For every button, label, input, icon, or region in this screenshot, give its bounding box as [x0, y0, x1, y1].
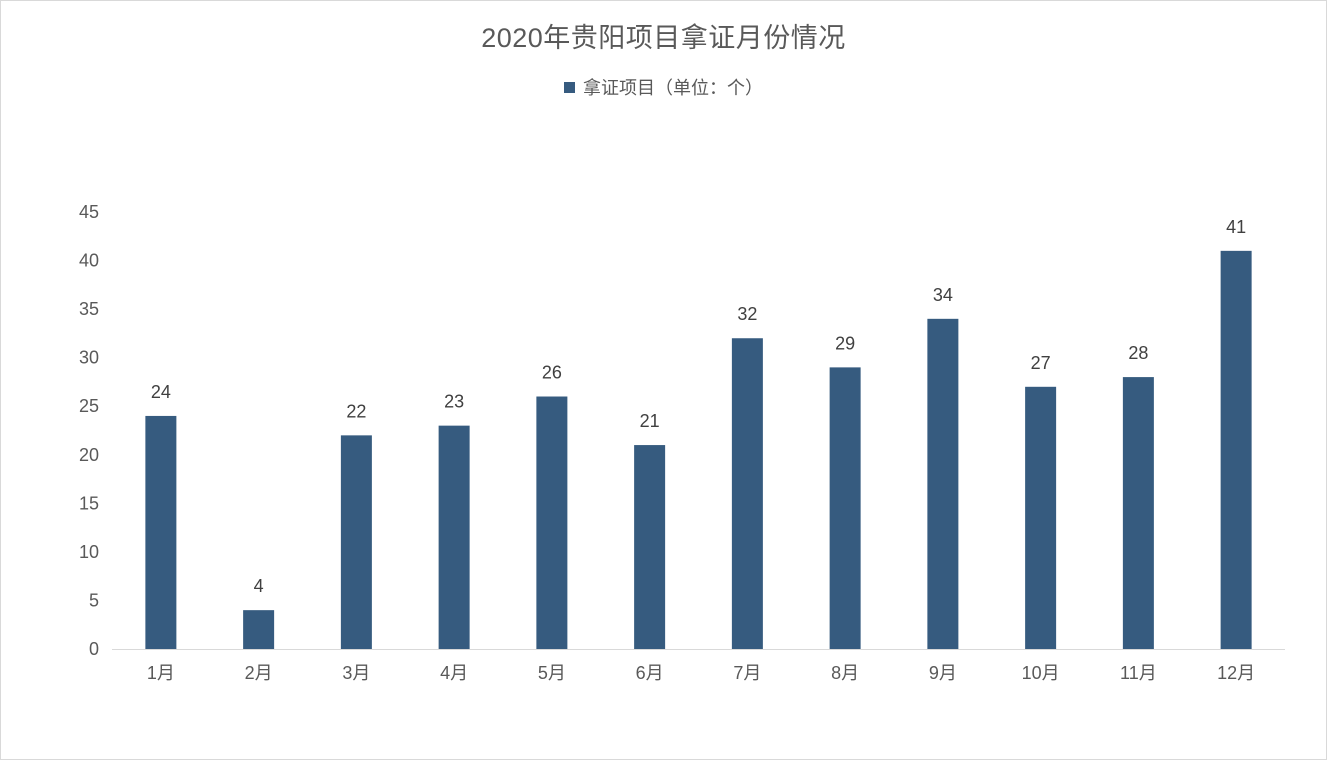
legend-swatch: [564, 81, 575, 93]
x-tick-label: 11月: [1120, 663, 1157, 683]
bar-value-label: 28: [1128, 343, 1148, 363]
bar: [731, 338, 763, 649]
x-tick-label: 6月: [636, 663, 664, 683]
bars: [145, 250, 1252, 649]
bar: [634, 445, 666, 649]
bar-value-label: 24: [151, 382, 171, 402]
bar-value-label: 29: [835, 333, 855, 353]
y-axis-ticks: 0 5 10 15 20 25 30 35 40 45: [79, 202, 99, 659]
y-tick-label: 30: [79, 348, 99, 368]
bar: [145, 415, 177, 649]
bar-value-label: 26: [542, 363, 562, 383]
x-tick-label: 2月: [245, 663, 273, 683]
bar: [927, 318, 959, 649]
y-tick-label: 20: [79, 445, 99, 465]
bar: [243, 610, 275, 649]
x-tick-label: 8月: [831, 663, 859, 683]
x-axis-ticks: 1月 2月 3月 4月 5月 6月 7月 8月 9月 10月 11月 12月: [147, 663, 1255, 683]
y-tick-label: 45: [79, 202, 99, 222]
y-tick-label: 40: [79, 251, 99, 271]
legend: 拿证项目（单位：个）: [0, 74, 1327, 100]
bar-value-label: 21: [640, 411, 660, 431]
bar: [536, 396, 568, 649]
x-tick-label: 9月: [929, 663, 957, 683]
x-tick-label: 4月: [440, 663, 468, 683]
bar-value-label: 34: [933, 285, 953, 305]
bar: [1025, 386, 1057, 649]
bar: [829, 367, 861, 649]
bar: [1220, 250, 1252, 649]
y-tick-label: 10: [79, 542, 99, 562]
x-tick-label: 12月: [1217, 663, 1255, 683]
bar-value-label: 22: [346, 401, 366, 421]
chart-title: 2020年贵阳项目拿证月份情况: [481, 23, 846, 53]
x-tick-label: 1月: [147, 663, 175, 683]
bar-value-label: 27: [1031, 353, 1051, 373]
y-tick-label: 15: [79, 493, 99, 513]
bar-value-label: 32: [737, 304, 757, 324]
x-tick-label: 10月: [1022, 663, 1060, 683]
x-tick-label: 7月: [733, 663, 761, 683]
y-tick-label: 35: [79, 299, 99, 319]
bar-value-label: 41: [1226, 217, 1246, 237]
x-tick-label: 3月: [342, 663, 370, 683]
y-tick-label: 25: [79, 396, 99, 416]
bar: [1122, 377, 1154, 649]
bar-value-label: 4: [254, 576, 264, 596]
legend-label: 拿证项目（单位：个）: [583, 78, 763, 98]
x-tick-label: 5月: [538, 663, 566, 683]
bar: [438, 425, 470, 649]
bar: [340, 435, 372, 649]
data-labels: 24 4 22 23 26 21 32 29 34 27 28 41: [151, 217, 1246, 596]
y-tick-label: 5: [89, 590, 99, 610]
y-tick-label: 0: [89, 639, 99, 659]
bar-value-label: 23: [444, 392, 464, 412]
